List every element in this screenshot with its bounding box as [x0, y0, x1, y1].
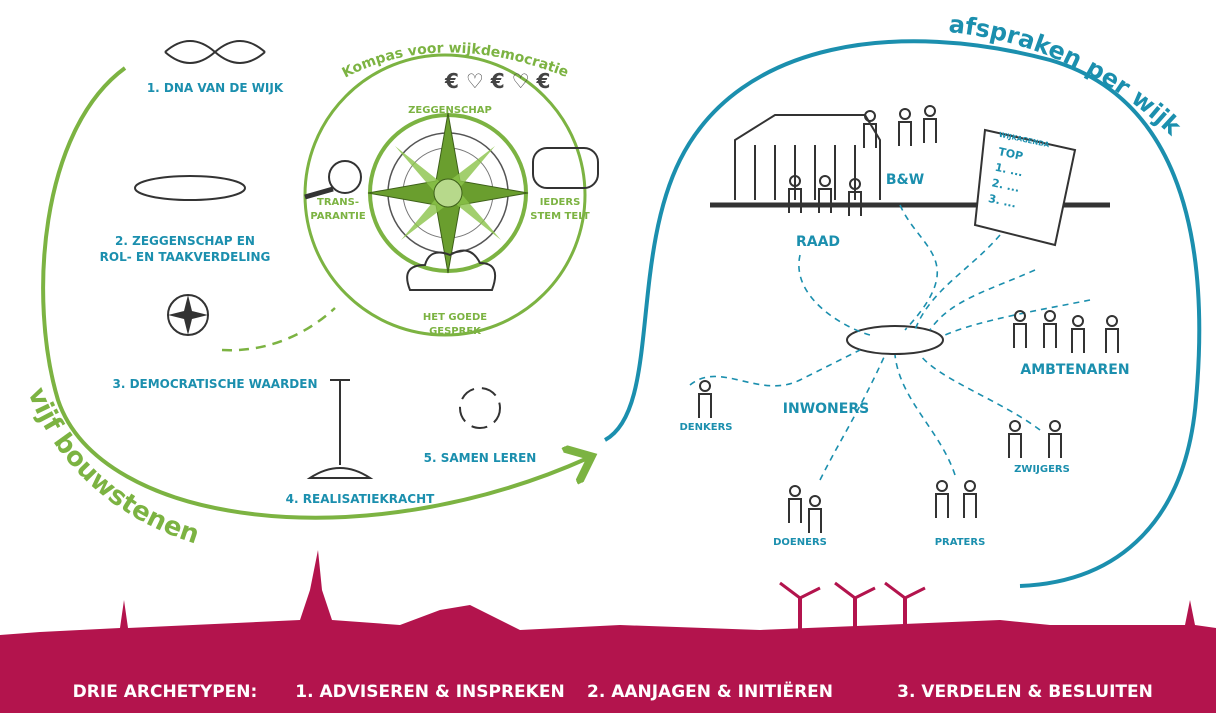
- compass-label-line: TRANS-: [317, 197, 359, 208]
- person-icon: [1010, 421, 1020, 431]
- person-icon: [1009, 434, 1021, 458]
- person-icon: [790, 486, 800, 496]
- person-icon: [1050, 421, 1060, 431]
- person-icon: [700, 381, 710, 391]
- person-icon: [924, 119, 936, 143]
- block-label-line: ROL- EN TAAKVERDELING: [100, 250, 271, 264]
- person-icon: [1107, 316, 1117, 326]
- group-label: INWONERS: [783, 401, 869, 417]
- person-icon: [936, 494, 948, 518]
- person-icon: [1072, 329, 1084, 353]
- block-label-line: 3. DEMOCRATISCHE WAARDEN: [112, 377, 317, 391]
- person-icon: [1045, 311, 1055, 321]
- person-icon: [819, 189, 831, 213]
- footer-item: 2. AANJAGEN & INITIËREN: [587, 680, 833, 702]
- compass-label-line: ZEGGENSCHAP: [408, 105, 492, 116]
- group-label: DENKERS: [680, 422, 733, 433]
- block-label: 1. DNA VAN DE WIJK: [147, 81, 284, 95]
- group-label: PRATERS: [935, 537, 986, 548]
- group-label: ZWIJGERS: [1014, 464, 1070, 475]
- arc-title: afspraken per wijk: [947, 10, 1187, 141]
- person-icon: [899, 122, 911, 146]
- compass-label-line: HET GOEDE: [423, 312, 487, 323]
- compass-label-line: IEDERS: [540, 197, 581, 208]
- person-icon: [1073, 316, 1083, 326]
- table-icon: [135, 176, 245, 200]
- person-icon: [864, 124, 876, 148]
- person-icon: [1015, 311, 1025, 321]
- person-icon: [937, 481, 947, 491]
- dna-icon: [165, 41, 265, 63]
- footer-label: DRIE ARCHETYPEN:: [73, 682, 258, 702]
- arc-title-text: afspraken per wijk: [947, 10, 1187, 141]
- block-label-line: 2. ZEGGENSCHAP EN: [115, 234, 255, 248]
- compass-label: ZEGGENSCHAP: [408, 105, 492, 116]
- footer-band: [0, 648, 1216, 713]
- person-icon: [1049, 434, 1061, 458]
- spade-icon: [310, 380, 370, 478]
- person-icon: [1044, 324, 1056, 348]
- compass-label-line: GESPREK: [429, 326, 482, 337]
- block-label-line: 4. REALISATIEKRACHT: [286, 492, 435, 506]
- footer-item: 3. VERDELEN & BESLUITEN: [897, 682, 1153, 702]
- group-label: DOENERS: [773, 537, 827, 548]
- person-icon: [964, 494, 976, 518]
- council-label: RAAD: [796, 234, 840, 250]
- block-label: 4. REALISATIEKRACHT: [286, 492, 435, 506]
- dashed-connection: [690, 205, 1090, 480]
- town-hall: [755, 145, 855, 200]
- person-icon: [809, 509, 821, 533]
- compass-center: [434, 179, 462, 207]
- block-label-line: 5. SAMEN LEREN: [424, 451, 537, 465]
- block-label: 5. SAMEN LEREN: [424, 451, 537, 465]
- person-icon: [1014, 324, 1026, 348]
- block-label-line: 1. DNA VAN DE WIJK: [147, 81, 284, 95]
- dashed-arrow: [222, 308, 335, 350]
- compass-label-line: PARANTIE: [310, 211, 366, 222]
- person-icon: [810, 496, 820, 506]
- symbols-decoration: € ♡ € ♡ €: [444, 69, 550, 93]
- person-icon: [900, 109, 910, 119]
- person-icon: [789, 499, 801, 523]
- cycle-icon: [460, 388, 500, 428]
- person-icon: [965, 481, 975, 491]
- block-label: 2. ZEGGENSCHAP EN ROL- EN TAAKVERDELING: [100, 234, 271, 264]
- table-icon: [847, 326, 943, 354]
- person-icon: [1106, 329, 1118, 353]
- person-icon: [925, 106, 935, 116]
- group-label: AMBTENAREN: [1020, 362, 1129, 378]
- illustration: vijf bouwstenen afspraken per wijk Kompa…: [0, 0, 1216, 713]
- block-label: 3. DEMOCRATISCHE WAARDEN: [112, 377, 317, 391]
- executive-label: B&W: [886, 172, 924, 188]
- compass-label-line: STEM TELT: [530, 211, 590, 222]
- person-icon: [699, 394, 711, 418]
- person-icon: [820, 176, 830, 186]
- footer-item: 1. ADVISEREN & INSPREKEN: [295, 682, 564, 702]
